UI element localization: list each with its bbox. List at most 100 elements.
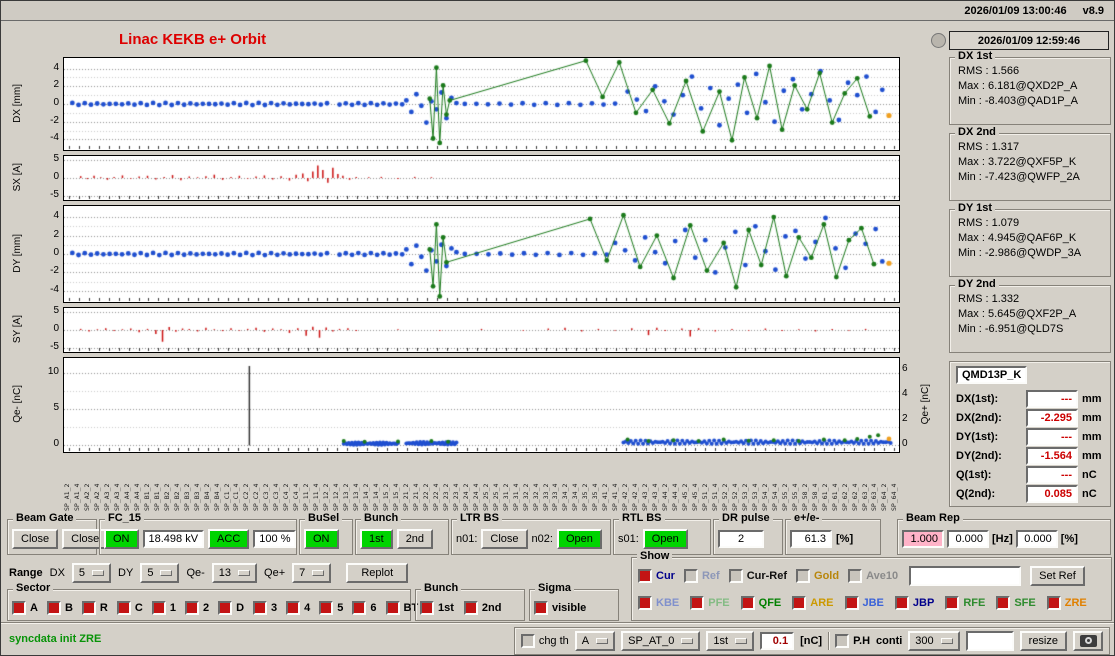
sector-checkbox-c[interactable] (116, 600, 131, 615)
camera-button[interactable] (1073, 631, 1103, 651)
range-controls: Range DX 5 DY 5 Qe- 13 Qe+ 7 Replot (9, 561, 409, 585)
ph-label: P.H (853, 635, 871, 647)
show-item-cur: Cur (638, 569, 675, 583)
sp-at-select[interactable]: SP_AT_0 (621, 631, 701, 651)
beam-rep-value3: 0.000 (1015, 529, 1058, 548)
dr-pulse-title: DR pulse (719, 512, 773, 524)
fc15-group: FC_15 ON 18.498 kV ACC 100 % (99, 512, 297, 555)
sector-group: Sector A B R C 1 2 D 3 4 5 6 BT (7, 582, 418, 621)
range-qep-select[interactable]: 7 (292, 563, 332, 583)
fc15-on-button[interactable]: ON (104, 528, 139, 549)
blank-input[interactable] (965, 631, 1014, 651)
epe-ratio-title: e+/e- (791, 512, 823, 524)
bunch-checkbox-1st[interactable] (420, 600, 434, 615)
beam-gate-close1-button[interactable]: Close (12, 528, 59, 549)
bpm-label: SP_A1_4 (72, 483, 81, 511)
bunch-2nd-button[interactable]: 2nd (396, 528, 434, 549)
monitor-row-value: -2.295 (1026, 408, 1078, 427)
show-checkbox-jbe[interactable] (844, 596, 859, 610)
mode-select[interactable]: A (574, 631, 616, 651)
bpm-label: SP_A2_2 (82, 483, 91, 511)
bpm-label: SP_32_4 (531, 483, 540, 511)
range-dy-select[interactable]: 5 (140, 563, 180, 583)
sector-checkbox-bt[interactable] (385, 600, 400, 615)
bpm-label: SP_A3_2 (102, 483, 111, 511)
bpm-label: SP_24_4 (471, 483, 480, 511)
set-ref-button[interactable]: Set Ref (1030, 566, 1085, 586)
bpm-label: SP_43_2 (641, 483, 650, 511)
range-qep-value: 7 (299, 567, 306, 579)
show-checkbox-kbe[interactable] (638, 596, 652, 610)
monitor-row-label: DX(1st): (956, 392, 999, 405)
sector-checkbox-4[interactable] (286, 600, 301, 615)
chg-th-label: chg th (538, 635, 569, 647)
bpm-label: SP_45_2 (681, 483, 690, 511)
sector-checkbox-d[interactable] (218, 600, 233, 615)
sector-label: B (64, 601, 73, 614)
monitor-title: QMD13P_K (956, 366, 1028, 384)
mode-value: A (581, 635, 590, 647)
sector-checkbox-r[interactable] (81, 600, 96, 615)
show-checkbox-rfe[interactable] (945, 596, 960, 610)
show-checkbox-ref[interactable] (683, 569, 698, 583)
show-checkbox-gold[interactable] (796, 569, 811, 583)
range-qep-label: Qe+ (264, 567, 286, 579)
bunch-order-select[interactable]: 1st (706, 631, 755, 651)
epe-ratio-unit: [%] (836, 532, 854, 545)
show-checkbox-zre[interactable] (1046, 596, 1061, 610)
range-qem-label: Qe- (186, 567, 205, 579)
bunch-1st-button[interactable]: 1st (360, 528, 393, 549)
ltr-bs-title: LTR BS (457, 512, 502, 524)
stat-box-title: DX 1st (955, 50, 996, 62)
bpm-label: SP_22_4 (431, 483, 440, 511)
show-checkbox-pfe[interactable] (690, 596, 705, 610)
bpm-label: SP_C2_4 (252, 483, 261, 511)
stat-row: Min : -7.423@QWFP_2A (958, 171, 1080, 183)
monitor-row-unit: mm (1082, 411, 1102, 424)
show-item-zre: ZRE (1046, 596, 1087, 610)
beam-gate-title: Beam Gate (13, 512, 77, 524)
show-checkbox-cur-ref[interactable] (728, 569, 743, 583)
bunch-item-2nd: 2nd (463, 600, 501, 615)
resize-button[interactable]: resize (1019, 631, 1067, 651)
replot-button[interactable]: Replot (346, 563, 409, 583)
rtl-s01-button[interactable]: Open (642, 528, 688, 549)
sigma-checkbox-visible[interactable] (534, 600, 548, 615)
ltr-n01-button[interactable]: Close (481, 528, 528, 549)
show-checkbox-jbp[interactable] (894, 596, 909, 610)
bpm-label: SP_13_2 (342, 483, 351, 511)
stat-row: Min : -2.986@QWDP_3A (958, 247, 1082, 259)
tick-label-q: 0 (53, 438, 59, 450)
ref-input[interactable] (909, 566, 1022, 586)
sector-checkbox-6[interactable] (352, 600, 367, 615)
show-label: SFE (1014, 597, 1036, 609)
sector-label: BT (403, 601, 419, 614)
num-select[interactable]: 300 (908, 631, 960, 651)
sector-checkbox-5[interactable] (319, 600, 334, 615)
chg-th-checkbox[interactable] (520, 634, 535, 648)
fc15-acc-button[interactable]: ACC (208, 528, 250, 549)
sector-checkbox-2[interactable] (184, 600, 199, 615)
monitor-row-label: DY(2nd): (956, 449, 1002, 462)
bpm-label: SP_15_4 (391, 483, 400, 511)
busel-on-button[interactable]: ON (304, 528, 339, 549)
sector-checkbox-a[interactable] (12, 600, 26, 615)
ph-checkbox[interactable] (835, 634, 850, 648)
sector-checkbox-b[interactable] (46, 600, 61, 615)
dropdown-indicator-icon (940, 638, 953, 644)
right-tick-label-q: 4 (902, 388, 908, 400)
bunch-checkbox-2nd[interactable] (463, 600, 478, 615)
sector-checkbox-3[interactable] (253, 600, 268, 615)
show-checkbox-ave10[interactable] (848, 569, 863, 583)
show-checkbox-are[interactable] (792, 596, 807, 610)
sector-checkbox-1[interactable] (151, 600, 166, 615)
epe-ratio-group: e+/e- 61.3 [%] (785, 512, 881, 555)
ltr-n02-button[interactable]: Open (556, 528, 602, 549)
show-checkbox-cur[interactable] (638, 569, 652, 583)
bunch-select-title: Bunch (421, 582, 462, 594)
range-dx-select[interactable]: 5 (71, 563, 112, 583)
range-qem-select[interactable]: 13 (211, 563, 258, 583)
show-checkbox-sfe[interactable] (996, 596, 1011, 610)
show-checkbox-qfe[interactable] (740, 596, 755, 610)
monitor-row-unit: mm (1082, 449, 1102, 462)
